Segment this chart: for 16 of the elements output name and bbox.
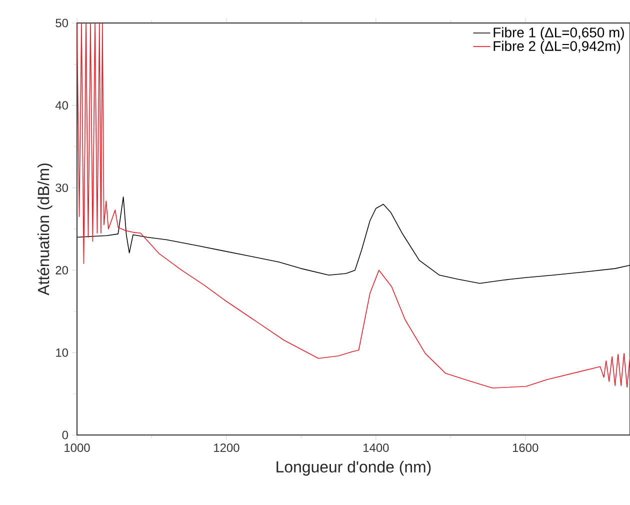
y-tick-label: 10 xyxy=(56,348,68,357)
y-tick-label: 0 xyxy=(62,430,68,440)
x-axis-title: Longueur d'onde (nm) xyxy=(276,460,431,476)
y-tick-label: 30 xyxy=(56,184,68,192)
y-tick-label: 20 xyxy=(56,266,68,274)
line-series xyxy=(77,22,630,388)
x-tick-label: 1000 xyxy=(64,444,90,452)
y-tick-label: 50 xyxy=(56,18,68,28)
legend-label: Fibre 2 (ΔL=0,942m) xyxy=(494,40,620,54)
x-tick-label: 1200 xyxy=(214,444,240,452)
legend-label: Fibre 1 (ΔL=0,650 m) xyxy=(494,27,624,40)
line-series xyxy=(77,196,630,284)
x-tick-label: 1600 xyxy=(512,444,538,452)
y-tick-label: 40 xyxy=(55,101,68,110)
y-axis-title: Atténuation (dB/m) xyxy=(37,164,52,296)
x-tick-label: 1400 xyxy=(364,444,389,452)
